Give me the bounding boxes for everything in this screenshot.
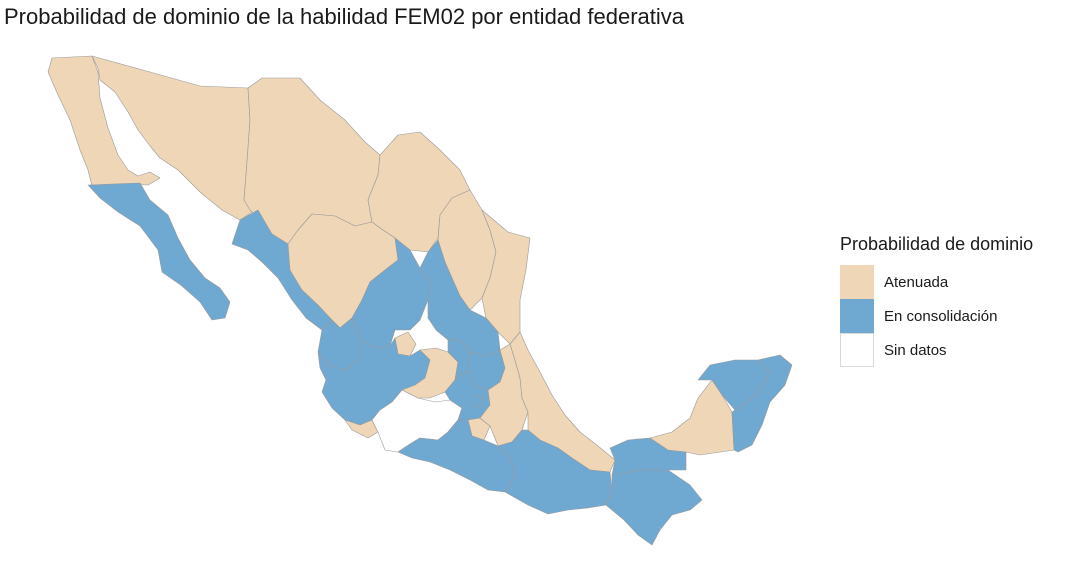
legend-item-en-consolidacion: En consolidación xyxy=(840,299,1033,333)
state-aguascalientes[interactable] xyxy=(394,331,417,357)
state-baja-california-sur[interactable] xyxy=(87,182,231,321)
legend-label: En consolidación xyxy=(884,307,998,325)
state-tabasco[interactable] xyxy=(609,437,687,476)
map-title: Probabilidad de dominio de la habilidad … xyxy=(4,4,685,29)
legend-swatch-atenuada xyxy=(840,265,874,299)
legend-label: Sin datos xyxy=(884,341,947,359)
state-chiapas[interactable] xyxy=(605,469,703,546)
legend-item-atenuada: Atenuada xyxy=(840,265,1033,299)
state-ciudad-de-mexico[interactable] xyxy=(473,395,485,409)
legend-swatch-sin-datos xyxy=(840,333,874,367)
legend-item-sin-datos: Sin datos xyxy=(840,333,1033,367)
map-legend: Probabilidad de dominio Atenuada En cons… xyxy=(840,234,1033,367)
state-tamaulipas[interactable] xyxy=(481,209,531,345)
state-quintana-roo[interactable] xyxy=(731,354,793,453)
legend-swatch-en-consolidacion xyxy=(840,299,874,333)
state-baja-california[interactable] xyxy=(47,55,161,187)
legend-label: Atenuada xyxy=(884,273,949,291)
legend-title: Probabilidad de dominio xyxy=(840,234,1034,254)
state-campeche[interactable] xyxy=(649,379,735,456)
